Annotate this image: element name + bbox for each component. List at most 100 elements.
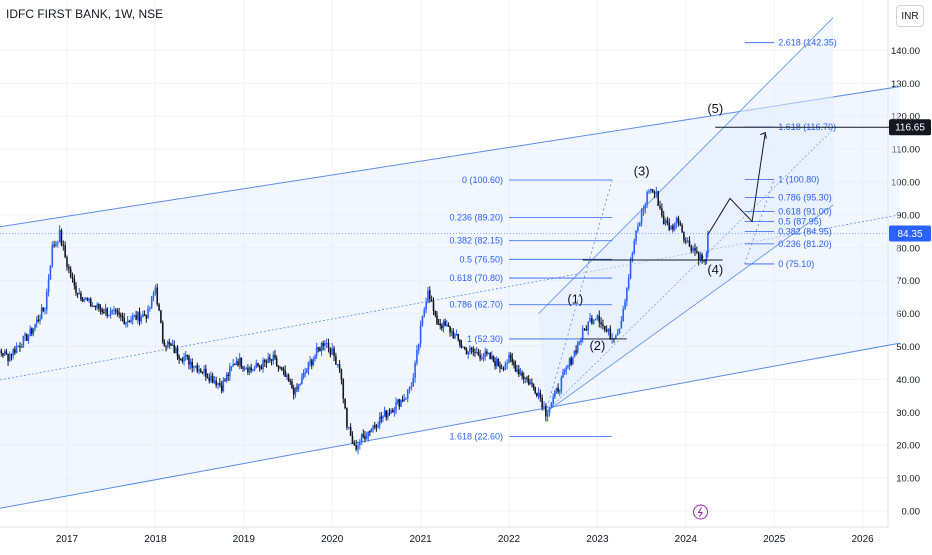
candle-body xyxy=(442,321,445,329)
candle-body xyxy=(7,353,9,361)
candle-body xyxy=(653,192,656,194)
candle-body xyxy=(509,354,512,359)
candle-body xyxy=(447,324,450,327)
candle-body xyxy=(594,319,597,321)
candle-body xyxy=(178,356,180,360)
lightning-glyph xyxy=(697,507,704,517)
candle-body xyxy=(454,334,456,339)
candle-body xyxy=(387,412,389,418)
candle-body xyxy=(194,365,197,367)
x-tick-label: 2024 xyxy=(675,534,698,545)
candle-body xyxy=(531,382,533,384)
candle-body xyxy=(484,351,486,357)
candle-body xyxy=(142,314,144,318)
candle-body xyxy=(45,291,48,310)
candle-body xyxy=(131,316,134,320)
candle-body xyxy=(315,347,318,356)
candle-body xyxy=(101,309,103,313)
candle-body xyxy=(568,358,571,366)
candle-body xyxy=(529,382,532,385)
candle-body xyxy=(450,331,453,333)
candle-body xyxy=(536,393,538,396)
candle-body xyxy=(299,383,302,385)
y-tick-label: 130.00 xyxy=(891,79,920,90)
candle-body xyxy=(486,351,488,354)
candle-body xyxy=(351,435,354,444)
candle-body xyxy=(353,443,356,446)
candle-body xyxy=(19,345,21,348)
candle-body xyxy=(233,364,236,366)
candle-body xyxy=(220,385,223,392)
candle-body xyxy=(301,376,303,384)
candle-body xyxy=(482,356,485,359)
x-tick-label: 2019 xyxy=(233,534,256,545)
candle-body xyxy=(576,342,579,353)
candle-body xyxy=(521,372,523,377)
candle-body xyxy=(69,268,72,277)
y-tick-label: 40.00 xyxy=(896,375,920,386)
candle-body xyxy=(217,382,219,386)
x-tick-label: 2018 xyxy=(144,534,167,545)
candle-body xyxy=(297,384,300,389)
wave-label: (1) xyxy=(567,292,583,307)
candle-body xyxy=(71,276,74,279)
currency-button[interactable]: INR xyxy=(896,5,924,27)
candle-body xyxy=(562,371,564,378)
candle-body xyxy=(58,230,61,243)
candle-body xyxy=(541,397,543,408)
candle-body xyxy=(120,314,122,317)
candle-body xyxy=(260,366,263,369)
fib-left-label: 0.382 (82.15) xyxy=(449,236,503,246)
candle-body xyxy=(558,389,561,392)
candle-body xyxy=(362,434,365,437)
candle-body xyxy=(616,332,619,336)
candle-body xyxy=(322,343,324,346)
candle-body xyxy=(346,408,348,428)
candle-body xyxy=(452,331,455,339)
candle-body xyxy=(419,325,422,344)
candle-body xyxy=(583,328,586,330)
fib-right-label: 1 (100.80) xyxy=(778,174,819,184)
candle-body xyxy=(429,290,431,300)
candle-body xyxy=(42,307,45,311)
candle-body xyxy=(329,348,332,355)
candle-body xyxy=(286,374,288,377)
candle-body xyxy=(464,347,466,350)
candle-body xyxy=(644,204,647,209)
x-tick-label: 2026 xyxy=(851,534,874,545)
candle-body xyxy=(470,347,473,350)
candle-body xyxy=(170,343,172,346)
price-bars xyxy=(0,186,709,455)
candle-body xyxy=(635,230,637,242)
candle-body xyxy=(364,436,366,440)
candle-body xyxy=(232,364,234,367)
candle-body xyxy=(565,367,568,370)
candle-body xyxy=(108,315,110,317)
candle-body xyxy=(314,355,316,360)
candle-body xyxy=(546,413,549,417)
candle-body xyxy=(140,317,143,322)
candle-body xyxy=(537,392,540,396)
candle-body xyxy=(572,357,574,364)
candle-body xyxy=(377,425,379,428)
candle-body xyxy=(372,425,374,429)
candle-body xyxy=(492,355,495,362)
candle-body xyxy=(116,311,119,313)
candle-body xyxy=(284,370,286,377)
candle-body xyxy=(201,372,204,374)
candle-body xyxy=(400,399,402,407)
candle-body xyxy=(25,333,28,341)
candle-body xyxy=(514,364,517,372)
candle-body xyxy=(309,360,311,363)
candle-body xyxy=(518,369,520,375)
candle-body xyxy=(532,383,535,388)
candle-body xyxy=(416,350,418,363)
y-tick-label: 90.00 xyxy=(896,210,920,221)
candle-body xyxy=(49,266,52,280)
candle-body xyxy=(250,367,252,371)
candle-body xyxy=(156,287,159,305)
candle-body xyxy=(396,399,399,403)
candle-body xyxy=(555,387,558,391)
wave-label: (4) xyxy=(707,262,723,277)
